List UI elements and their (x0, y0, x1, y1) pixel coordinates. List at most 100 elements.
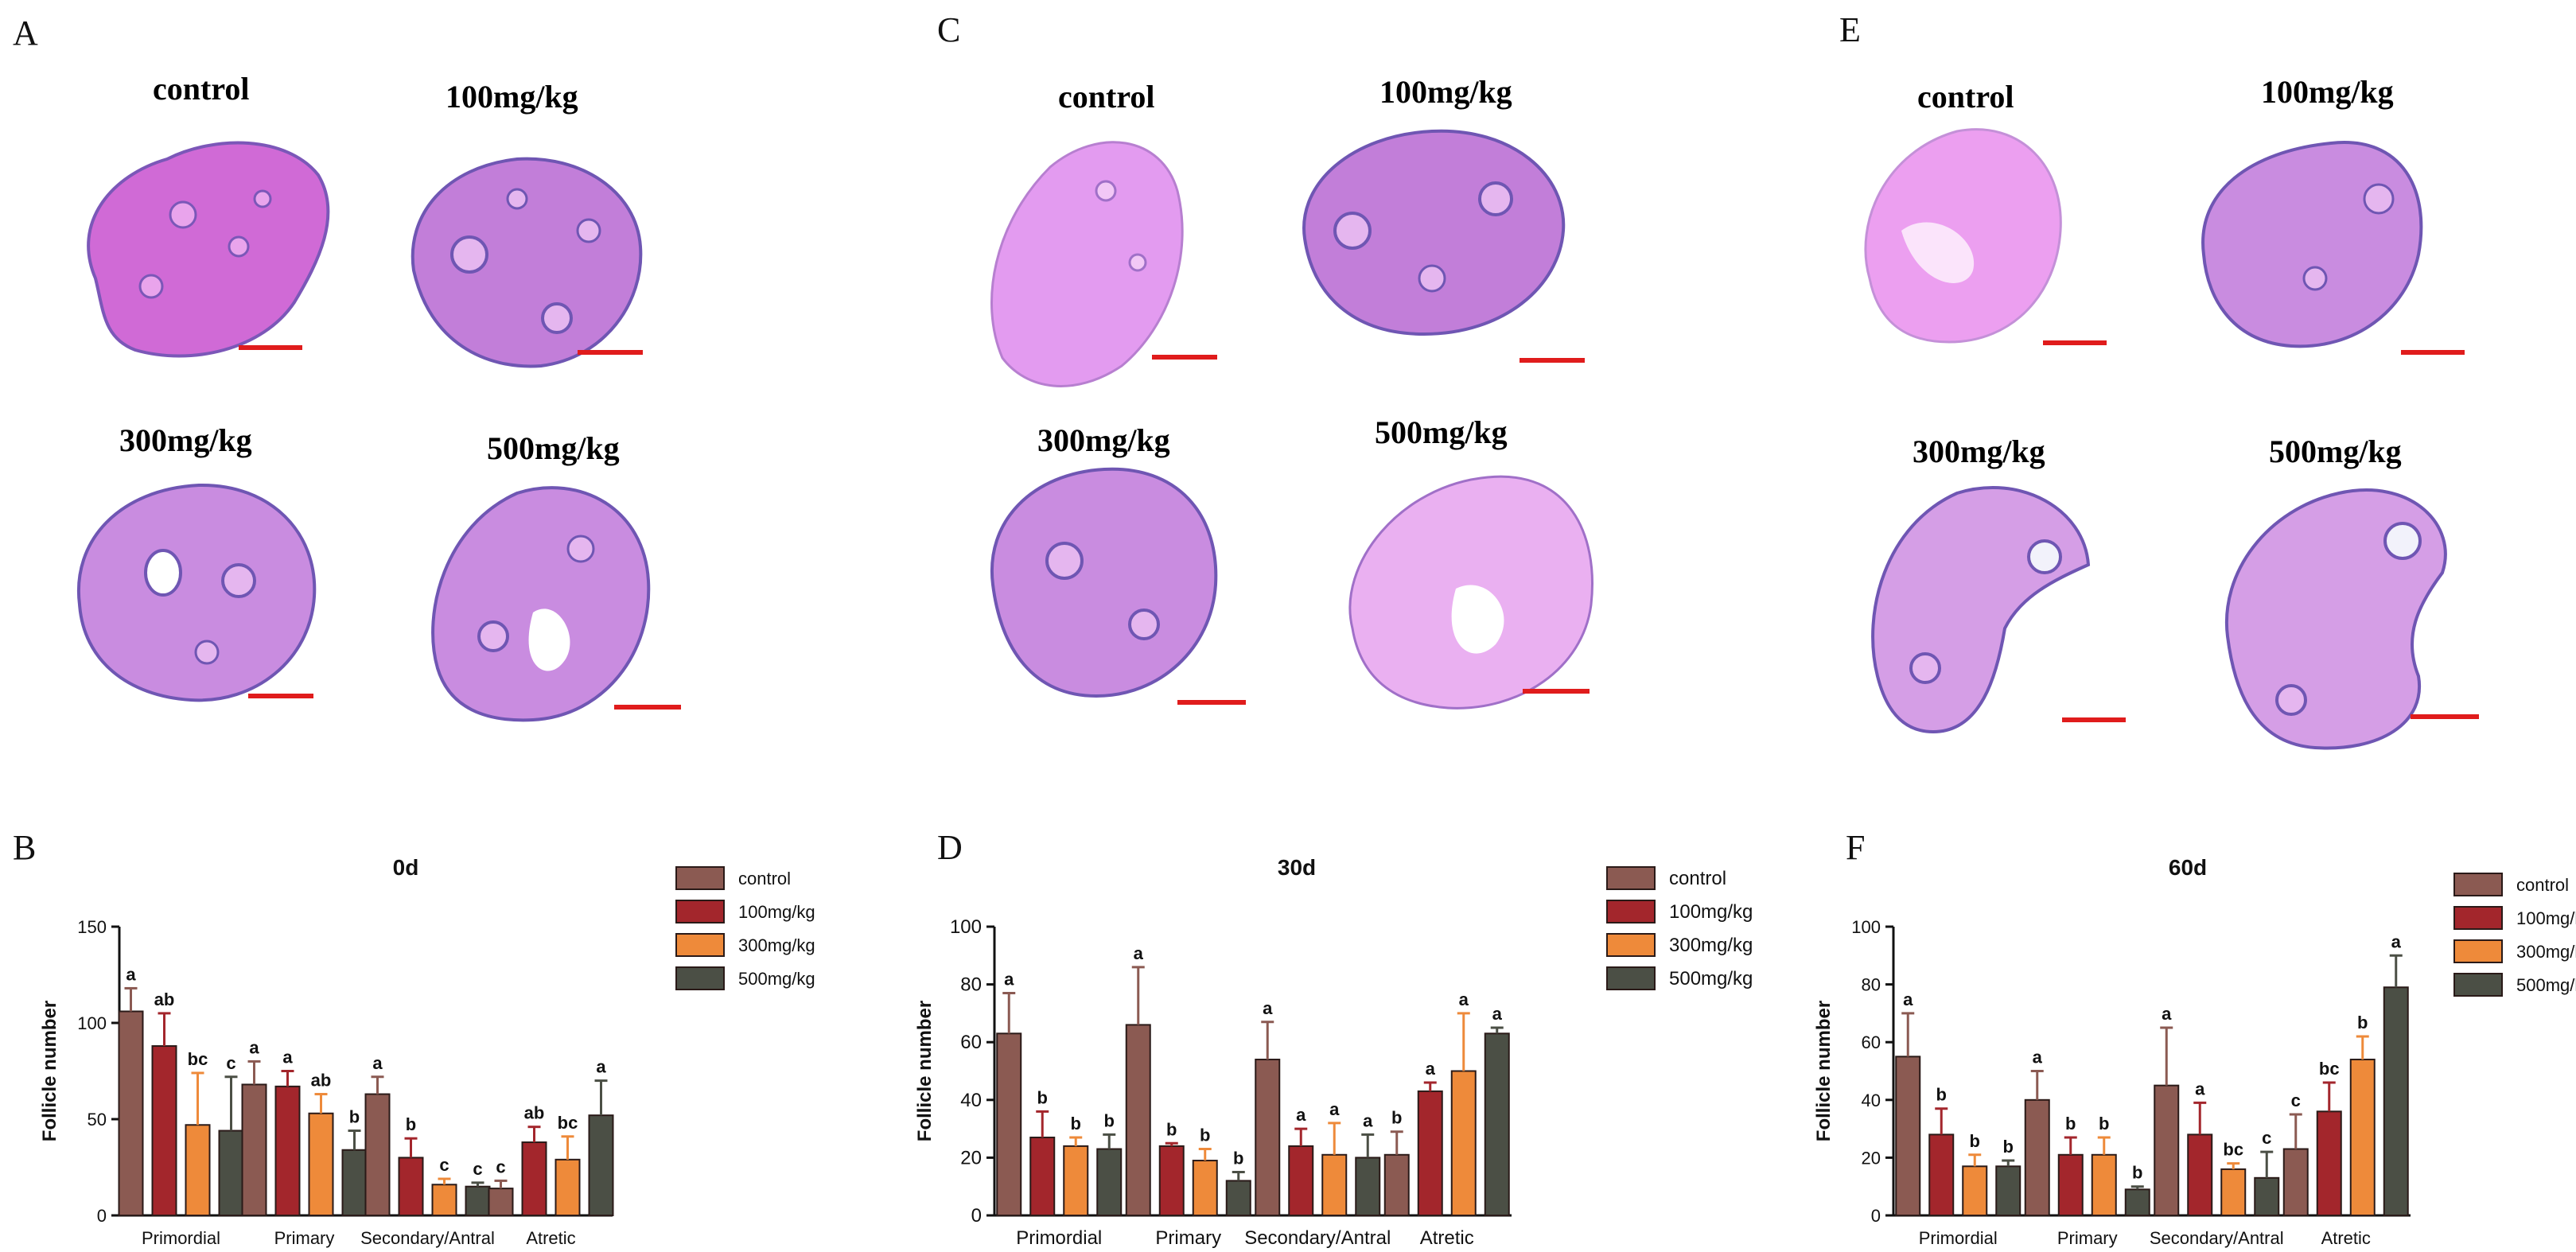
legend-label: 100mg/kg (2516, 908, 2576, 928)
histology-label: control (153, 71, 250, 107)
significance-letter: b (2003, 1137, 2014, 1157)
x-tick-label: Primordial (1016, 1227, 1102, 1249)
significance-letter: ab (311, 1071, 332, 1091)
chart-title: 0d (393, 855, 419, 880)
ovary-section-image (990, 467, 1218, 698)
bar (308, 1112, 334, 1216)
bar (341, 1149, 368, 1216)
bar (488, 1188, 514, 1216)
bar (1417, 1090, 1443, 1216)
x-tick-label: Atretic (2321, 1228, 2371, 1248)
x-tick-label: Primary (1155, 1227, 1221, 1249)
bar (2124, 1188, 2150, 1216)
histology-label: 500mg/kg (2269, 434, 2402, 469)
panel-letter-c: C (937, 10, 961, 49)
y-tick-label: 0 (97, 1206, 107, 1226)
bar (1928, 1133, 1955, 1216)
significance-letter: c (496, 1157, 505, 1176)
significance-letter: a (2033, 1048, 2043, 1067)
ovary-section-image (411, 157, 643, 368)
bar (185, 1124, 211, 1217)
histology-label: control (1917, 79, 2014, 115)
chart-title: 30d (1278, 855, 1316, 880)
significance-letter: c (473, 1159, 482, 1179)
ovary-section-image (431, 486, 651, 722)
significance-letter: a (596, 1057, 606, 1077)
bar (274, 1085, 301, 1216)
y-tick-label: 80 (960, 974, 982, 996)
bar (465, 1185, 491, 1217)
y-tick-label: 50 (88, 1110, 107, 1130)
significance-letter: a (1903, 990, 1913, 1009)
bar (1962, 1165, 1988, 1217)
significance-letter: c (2262, 1128, 2271, 1148)
legend-label: 300mg/kg (2516, 942, 2576, 962)
panel-letter-d: D (937, 828, 963, 867)
ovary-section-image (1871, 486, 2091, 734)
bar (1895, 1056, 1921, 1216)
bar (2282, 1148, 2309, 1217)
bar (151, 1045, 177, 1216)
y-tick-label: 60 (1862, 1032, 1881, 1052)
y-tick-label: 150 (77, 917, 107, 937)
legend-label: control (2516, 875, 2569, 895)
y-tick-label: 0 (971, 1205, 982, 1227)
x-tick-label: Secondary/Antral (360, 1228, 495, 1248)
bar (2091, 1153, 2117, 1216)
legend-label: 500mg/kg (1669, 968, 1753, 990)
significance-letter: a (249, 1037, 259, 1057)
bar (1450, 1070, 1477, 1216)
legend-label: control (1669, 868, 1726, 889)
significance-letter: a (1426, 1059, 1436, 1079)
x-tick-label: Atretic (526, 1228, 575, 1248)
legend-swatch (2453, 873, 2503, 896)
bar (1255, 1058, 1281, 1217)
x-tick-label: Primary (2057, 1228, 2118, 1248)
bar-chart-60d: 60d 0 20 40 60 80 100 Follicle number a b b b Primor… (1813, 855, 2576, 1248)
chart-title: 60d (2169, 855, 2207, 880)
bar (1383, 1153, 1410, 1216)
y-tick-label: 100 (950, 916, 982, 938)
bar (398, 1157, 424, 1216)
bar (2154, 1084, 2180, 1216)
significance-letter: b (2099, 1114, 2109, 1133)
ovary-section-image (1348, 475, 1593, 710)
significance-letter: a (1492, 1004, 1503, 1024)
y-axis-label: Follicle number (914, 1001, 936, 1141)
significance-letter: b (1970, 1131, 1980, 1151)
legend-swatch (675, 900, 725, 923)
bar (2349, 1058, 2376, 1217)
bar (588, 1114, 614, 1216)
y-axis-label: Follicle number (39, 1001, 60, 1141)
legend-swatch (1606, 933, 1656, 957)
significance-letter: b (349, 1107, 360, 1127)
significance-letter: b (1936, 1085, 1947, 1105)
legend-swatch (2453, 939, 2503, 963)
legend-swatch (675, 866, 725, 890)
bar (1192, 1160, 1218, 1216)
significance-letter: a (2195, 1079, 2205, 1098)
significance-letter: b (2065, 1114, 2076, 1133)
histology-label: 300mg/kg (1913, 434, 2045, 469)
significance-letter: b (1233, 1149, 1243, 1168)
bar (1355, 1157, 1381, 1216)
x-tick-label: Secondary/Antral (1244, 1227, 1391, 1249)
significance-letter: bc (2223, 1140, 2243, 1160)
significance-letter: b (1104, 1110, 1115, 1130)
histology-label: 300mg/kg (119, 422, 252, 458)
scale-bar (614, 705, 681, 710)
significance-letter: a (282, 1048, 293, 1067)
bar (2220, 1168, 2247, 1217)
y-axis-label: Follicle number (1813, 1001, 1835, 1141)
bar (1225, 1180, 1251, 1217)
panel-letter-b: B (13, 828, 37, 867)
histology-label: 100mg/kg (446, 79, 578, 115)
y-tick-label: 60 (960, 1032, 982, 1053)
ovary-section-image (87, 141, 330, 358)
legend-label: 100mg/kg (738, 902, 815, 922)
significance-letter: a (1363, 1110, 1373, 1130)
legend-label: 500mg/kg (738, 969, 815, 989)
significance-letter: a (1329, 1099, 1340, 1119)
significance-letter: a (126, 964, 136, 984)
significance-letter: c (226, 1053, 235, 1073)
